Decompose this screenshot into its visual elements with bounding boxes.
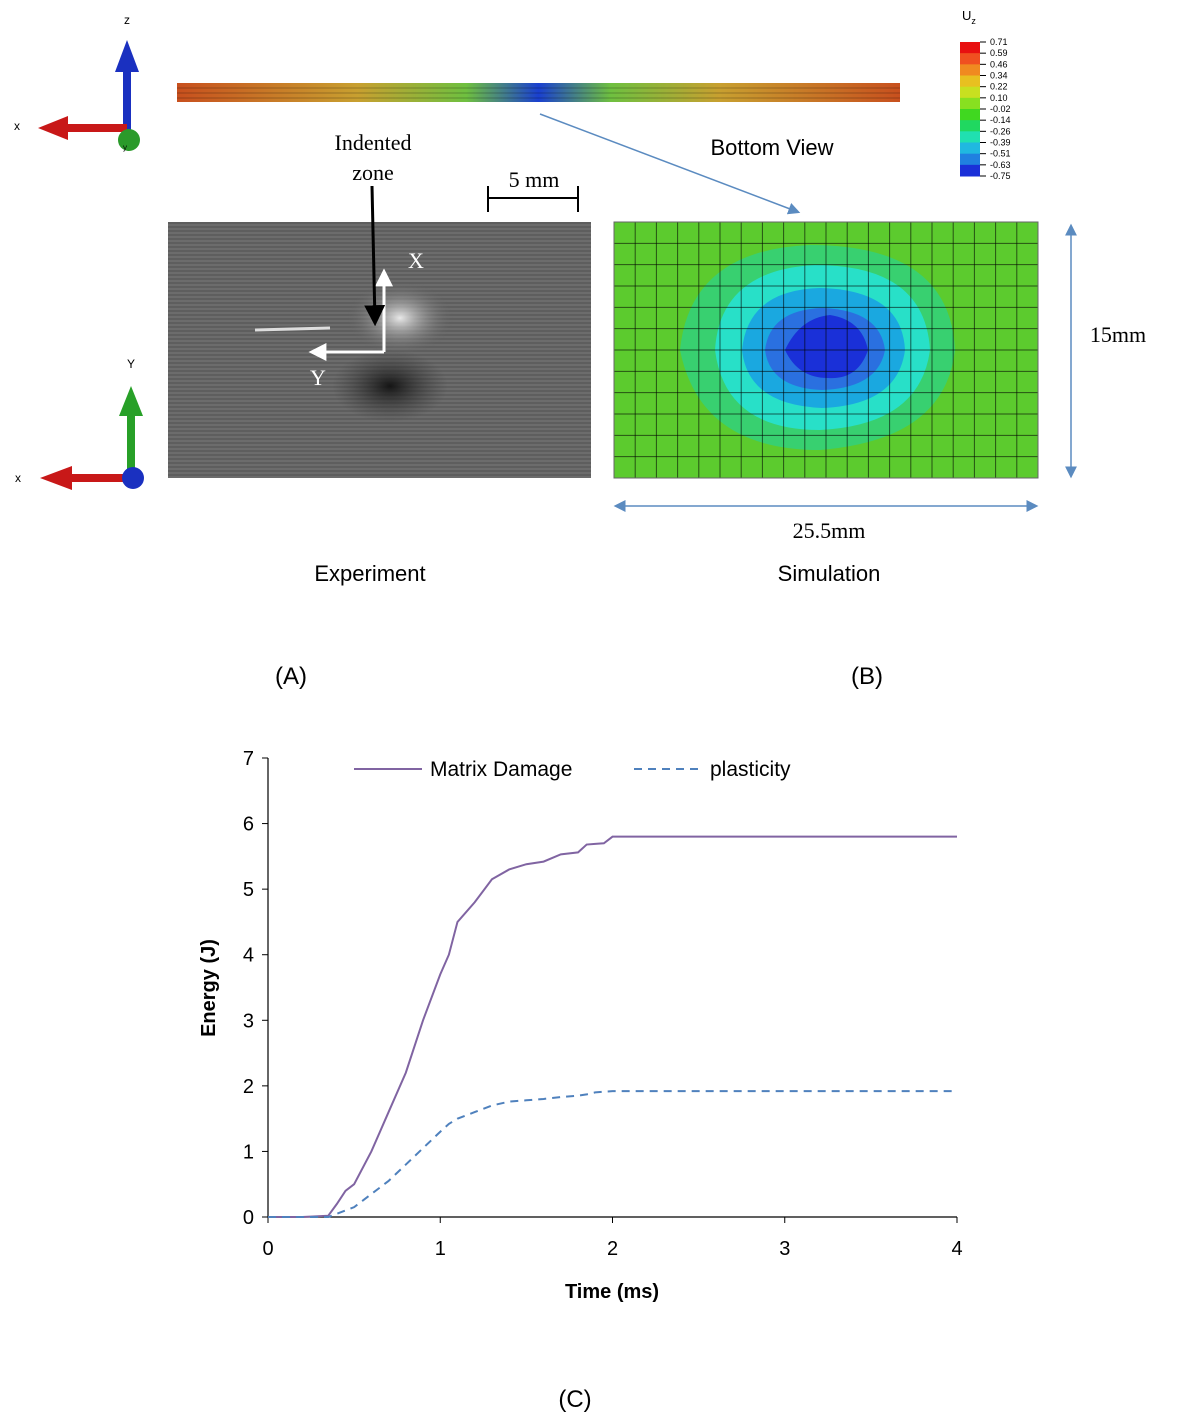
x-tick-label: 4 (951, 1238, 962, 1260)
series-line (268, 835, 957, 1218)
axis-letter: x (15, 471, 21, 485)
plate-section (177, 83, 900, 102)
x-tick-label: 0 (262, 1238, 273, 1260)
dimension-label: 25.5mm (793, 518, 866, 543)
y-tick-label: 5 (243, 879, 254, 901)
axis-letter: z (124, 13, 130, 27)
colorbar-label: 0.10 (990, 93, 1008, 103)
energy-chart: Time (ms) Energy (J) 0 1 2 3 4 5 6 7 0 1 2 3 4 Matrix… (198, 748, 963, 1303)
annotation: zone (352, 160, 394, 185)
panel-label: (C) (558, 1386, 591, 1413)
colorbar-swatch (960, 142, 980, 155)
y-tick-label: 3 (243, 1010, 254, 1032)
colorbar-label: -0.14 (990, 115, 1011, 125)
colorbar-swatch (960, 75, 980, 88)
photo-axis: X (408, 248, 424, 273)
colorbar-label: -0.39 (990, 138, 1011, 148)
colorbar-swatch (960, 131, 980, 143)
x-tick-label: 1 (435, 1238, 446, 1260)
photo-axis: Y (310, 365, 326, 390)
colorbar-label: -0.75 (990, 171, 1011, 181)
y-tick-label: 6 (243, 814, 254, 836)
simulation-contour (613, 221, 1039, 479)
colorbar: Uz 0.710.590.460.340.220.10-0.02-0.14-0.… (960, 8, 1011, 181)
axis-letter: y (123, 143, 127, 152)
x-tick-label: 2 (607, 1238, 618, 1260)
colorbar-label: 0.46 (990, 59, 1008, 69)
panel-label: (B) (851, 663, 883, 690)
x-tick-label: 3 (779, 1238, 790, 1260)
zoom-arrow (539, 113, 801, 215)
colorbar-label: 0.59 (990, 48, 1008, 58)
caption: Experiment (314, 561, 425, 586)
colorbar-swatch (960, 53, 980, 65)
series-line (268, 1090, 957, 1218)
colorbar-swatch (960, 153, 980, 166)
colorbar-label: 0.34 (990, 71, 1008, 81)
top-triad: z x y (14, 13, 140, 152)
colorbar-title: Uz (962, 8, 976, 26)
colorbar-swatch (960, 86, 980, 99)
bottom-triad: Y x (15, 357, 144, 490)
scale-bar (487, 186, 579, 212)
caption: Simulation (778, 561, 881, 586)
y-tick-label: 4 (243, 945, 254, 967)
scale-label: 5 mm (509, 167, 560, 192)
x-axis-title: Time (ms) (565, 1281, 659, 1303)
experiment-photo (168, 185, 591, 478)
colorbar-label: 0.71 (990, 37, 1008, 47)
axis-letter: Y (127, 357, 135, 371)
colorbar-label: 0.22 (990, 82, 1008, 92)
colorbar-swatch (960, 109, 980, 121)
dimension-label: 15mm (1090, 322, 1146, 347)
label: Bottom View (710, 135, 833, 160)
colorbar-swatch (960, 97, 980, 110)
colorbar-swatch (960, 164, 980, 177)
legend-label: plasticity (710, 758, 791, 781)
y-tick-label: 0 (243, 1207, 254, 1229)
colorbar-swatch (960, 64, 980, 76)
y-tick-label: 1 (243, 1141, 254, 1163)
y-tick-label: 7 (243, 748, 254, 770)
colorbar-label: -0.51 (990, 149, 1011, 159)
colorbar-title-main: U (962, 8, 971, 23)
colorbar-swatch (960, 42, 980, 54)
y-axis-title: Energy (J) (198, 939, 220, 1037)
legend-label: Matrix Damage (430, 758, 572, 781)
annotation: Indented (335, 130, 412, 155)
colorbar-title-sub: z (971, 16, 976, 26)
colorbar-label: -0.02 (990, 104, 1011, 114)
colorbar-label: -0.63 (990, 160, 1011, 170)
plate-layers (177, 87, 900, 99)
y-tick-label: 2 (243, 1076, 254, 1098)
axis-letter: x (14, 119, 20, 133)
colorbar-label: -0.26 (990, 126, 1011, 136)
colorbar-swatch (960, 120, 980, 132)
panel-label: (A) (275, 663, 307, 690)
